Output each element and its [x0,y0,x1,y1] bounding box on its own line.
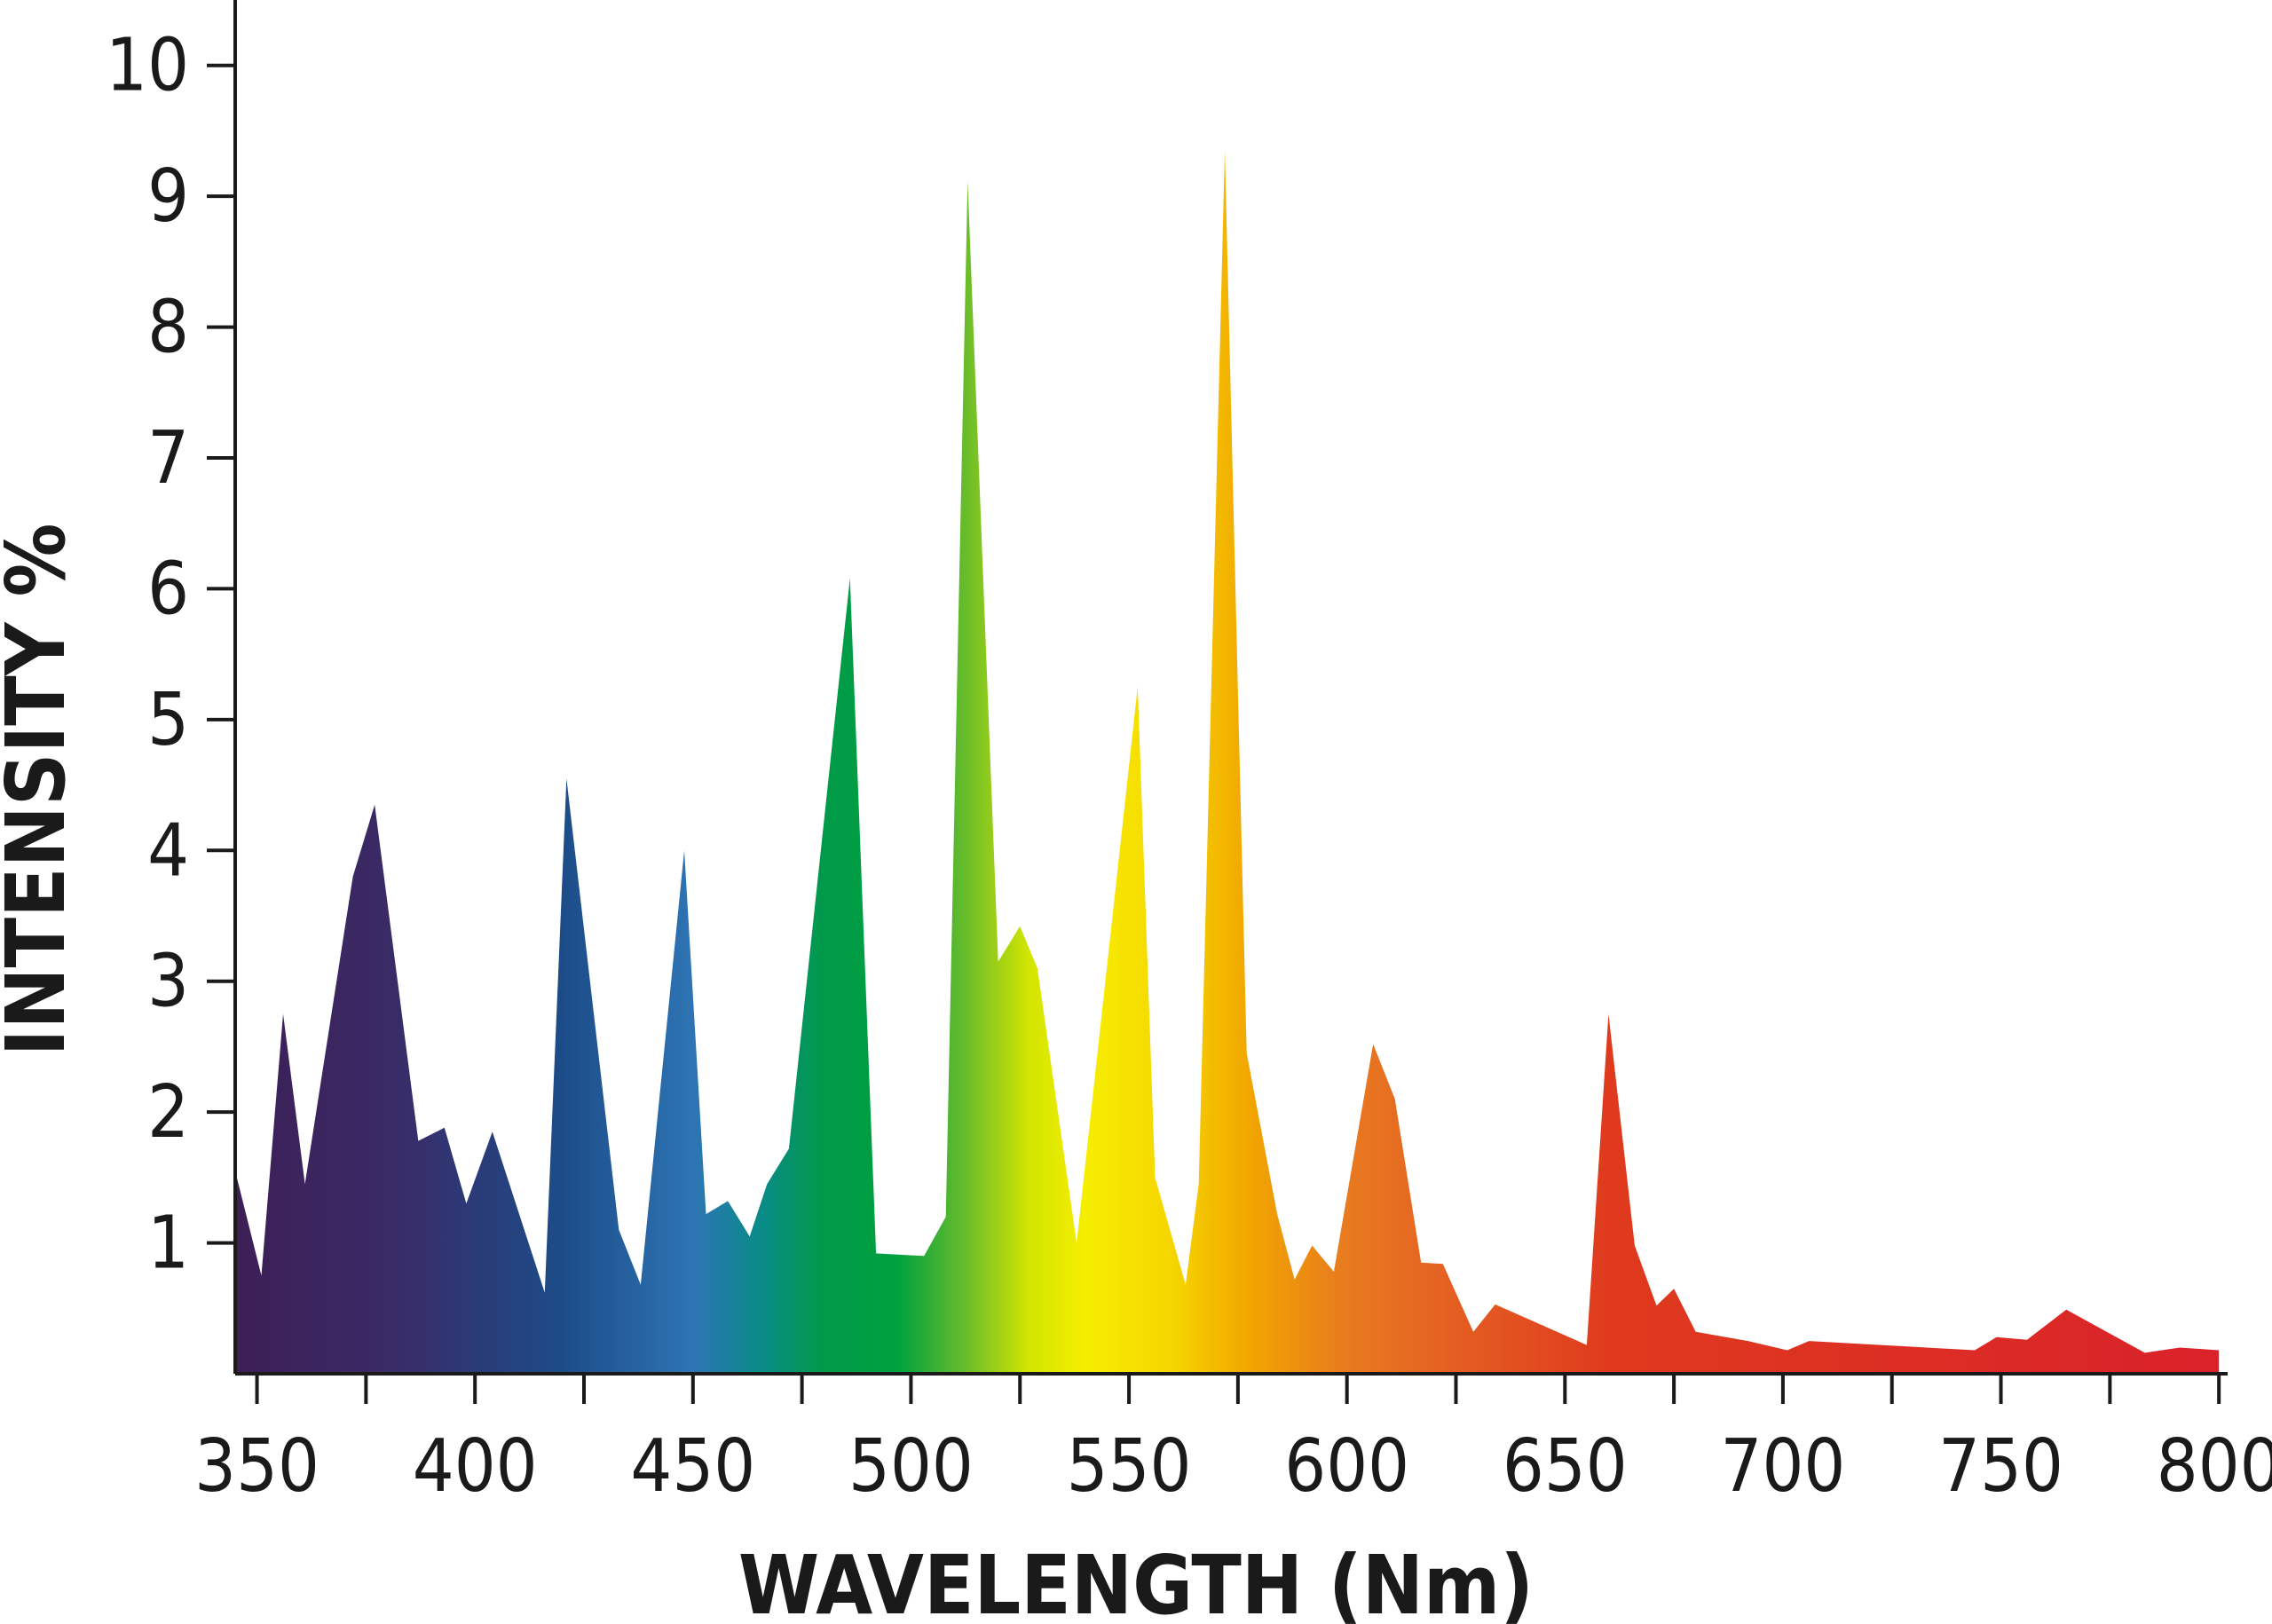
y-tick-label: 8 [147,286,189,370]
x-tick-label: 700 [1721,1424,1846,1509]
y-tick-label: 2 [147,1070,189,1155]
x-tick-label: 400 [413,1424,538,1509]
plot-area [235,150,2220,1374]
y-tick-label: 5 [147,678,189,762]
y-axis-title: INTENSITY % [0,524,83,1057]
x-tick-label: 750 [1938,1424,2063,1509]
y-tick-label: 10 [106,24,189,108]
y-tick-label: 6 [147,547,189,631]
x-tick-label: 550 [1067,1424,1192,1509]
spectrum-area [235,150,2220,1374]
y-tick-label: 4 [147,808,189,893]
x-tick-label: 450 [630,1424,755,1509]
x-axis-title: WAVELENGTH (Nm) [738,1538,1534,1624]
x-tick-label: 800 [2157,1424,2272,1509]
x-tick-label: 650 [1503,1424,1628,1509]
x-tick-label: 600 [1284,1424,1409,1509]
x-tick-label: 350 [194,1424,320,1509]
x-tick-label: 500 [848,1424,974,1509]
y-tick-label: 7 [147,416,189,501]
y-tick-label: 3 [147,940,189,1024]
y-tick-label: 9 [147,154,189,239]
axes: 1 2 3 4 5 6 7 8 9 10 350 400 450 500 550 600 650 700 750 80… [106,0,2272,1509]
y-tick-label: 1 [147,1202,189,1286]
